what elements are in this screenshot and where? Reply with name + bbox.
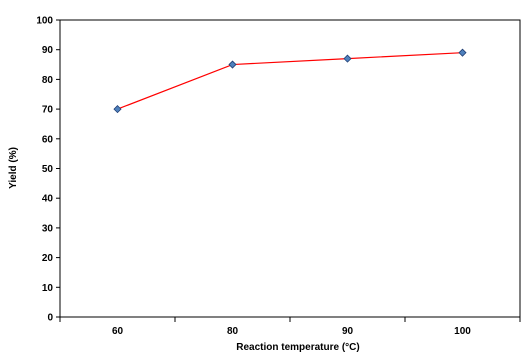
y-tick-label: 100 — [36, 16, 53, 27]
plot-area — [59, 19, 521, 318]
data-point-marker — [343, 54, 352, 63]
y-tick-label: 90 — [42, 45, 54, 56]
series-line — [117, 52, 463, 110]
y-tick-label: 0 — [47, 313, 53, 324]
y-tick-label: 30 — [42, 223, 54, 234]
x-tick-label: 60 — [112, 326, 124, 337]
y-tick-label: 70 — [42, 105, 54, 116]
x-tick-label: 100 — [454, 326, 471, 337]
plot-border — [59, 19, 521, 318]
y-tick-label: 80 — [42, 75, 54, 86]
data-point-marker — [228, 60, 237, 69]
y-tick-label: 60 — [42, 134, 54, 145]
x-axis-title: Reaction temperature (°C) — [236, 342, 359, 353]
x-tick-label: 80 — [227, 326, 239, 337]
y-tick-label: 10 — [42, 283, 54, 294]
y-tick-label: 40 — [42, 194, 54, 205]
data-point-marker — [458, 48, 467, 57]
x-axis-ticks: 60 80 90 100 — [59, 317, 521, 337]
y-tick-label: 50 — [42, 164, 54, 175]
y-tick-label: 20 — [42, 253, 54, 264]
y-axis-title: Yield (%) — [8, 147, 19, 189]
y-axis-ticks: 0 10 20 30 40 50 60 70 80 90 100 — [36, 16, 60, 324]
data-point-marker — [113, 105, 122, 114]
series-layer — [113, 48, 467, 114]
x-tick-label: 90 — [342, 326, 354, 337]
